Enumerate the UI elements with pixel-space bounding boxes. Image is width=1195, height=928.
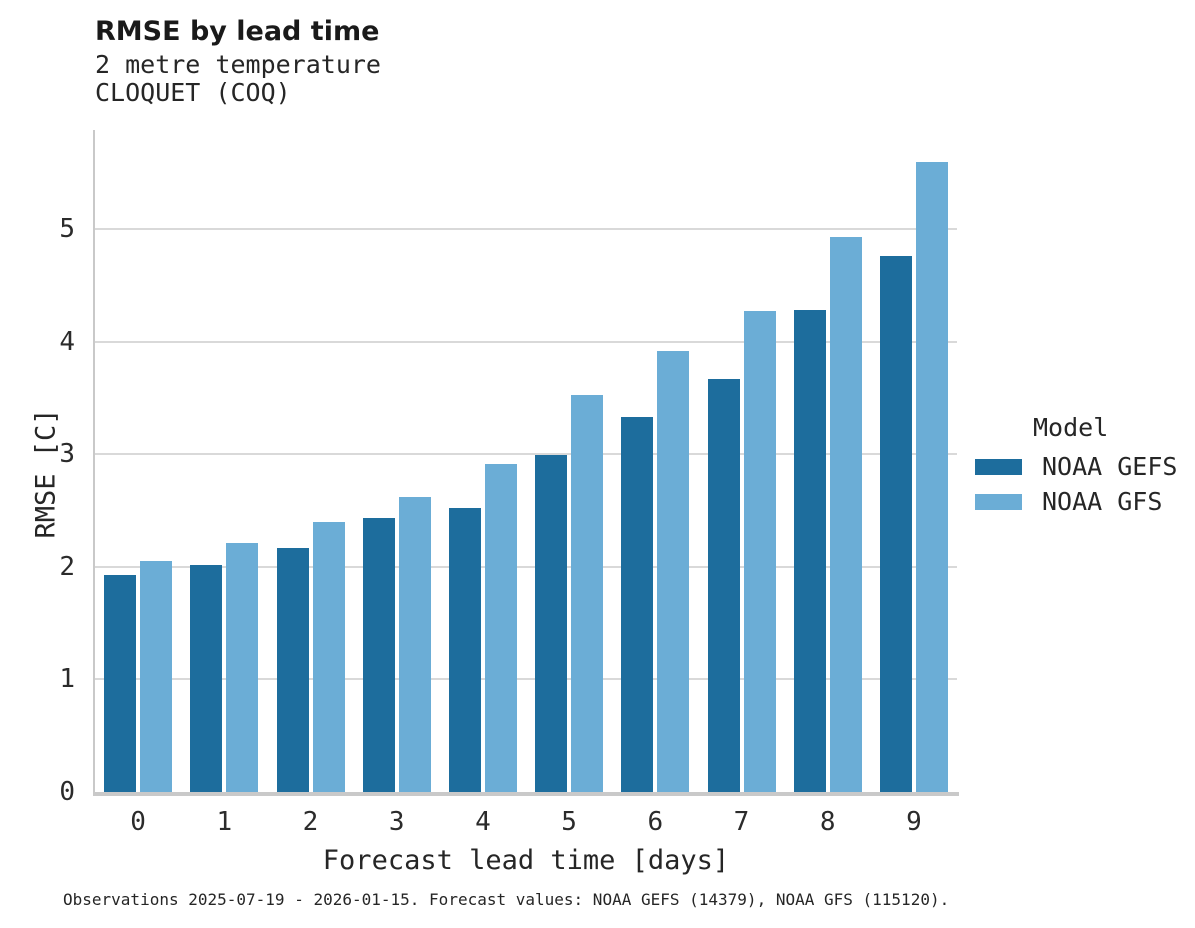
x-tick-label-7: 7 (733, 807, 750, 837)
footer-observations-note: Observations 2025-07-19 - 2026-01-15. Fo… (63, 890, 950, 909)
x-tick-label-2: 2 (302, 807, 319, 837)
legend-title: Model (1033, 413, 1109, 442)
x-tick-label-9: 9 (906, 807, 922, 837)
bar-gfs-lead0 (140, 561, 173, 792)
bar-gefs-lead8 (793, 310, 826, 792)
bar-gfs-lead1 (226, 543, 259, 792)
legend-item-gefs: NOAA GEFS (975, 452, 1177, 481)
y-tick-label-4: 4 (59, 327, 75, 357)
x-tick-label-1: 1 (216, 807, 233, 837)
bar-gefs-lead1 (190, 564, 223, 792)
y-tick-label-2: 2 (59, 552, 75, 582)
gefs-color-swatch (975, 458, 1022, 475)
bar-gefs-lead3 (362, 518, 395, 792)
x-tick-label-5: 5 (561, 807, 577, 837)
bar-gfs-lead5 (571, 394, 604, 792)
bar-gfs-lead8 (829, 237, 862, 792)
x-tick-label-0: 0 (130, 807, 146, 837)
bar-gefs-lead9 (879, 256, 912, 792)
y-tick-label-3: 3 (59, 439, 75, 469)
bar-gfs-lead7 (743, 311, 776, 792)
bar-gfs-lead3 (398, 497, 431, 792)
x-axis-baseline (93, 792, 959, 796)
legend-label-gefs: NOAA GEFS (1042, 452, 1178, 481)
bar-gefs-lead4 (448, 508, 481, 792)
gridline-y-3 (95, 453, 957, 455)
bar-gefs-lead6 (621, 417, 654, 792)
bar-gfs-lead2 (312, 521, 345, 792)
bar-gefs-lead7 (707, 378, 740, 792)
chart-subtitle-variable: 2 metre temperature (95, 50, 381, 79)
bar-gefs-lead0 (104, 574, 137, 792)
y-tick-label-1: 1 (59, 664, 75, 694)
bar-gefs-lead5 (535, 455, 568, 792)
chart-subtitle-station: CLOQUET (COQ) (95, 78, 291, 107)
bar-gfs-lead6 (657, 350, 690, 792)
x-tick-label-3: 3 (388, 807, 405, 837)
chart-title: RMSE by lead time (95, 16, 380, 47)
x-tick-label-4: 4 (475, 807, 491, 837)
gridline-y-5 (95, 228, 957, 230)
gfs-color-swatch (975, 493, 1022, 510)
legend-item-gfs: NOAA GFS (975, 487, 1162, 516)
y-tick-label-5: 5 (59, 214, 75, 244)
bar-gfs-lead4 (484, 464, 517, 792)
gridline-y-1 (95, 678, 957, 680)
legend-label-gfs: NOAA GFS (1042, 487, 1163, 516)
gridline-y-2 (95, 566, 957, 568)
x-tick-label-6: 6 (647, 807, 664, 837)
x-axis-title: Forecast lead time [days] (322, 845, 730, 876)
gridline-y-4 (95, 341, 957, 343)
bar-gefs-lead2 (276, 547, 309, 792)
bar-gfs-lead9 (915, 161, 948, 792)
y-tick-label-0: 0 (59, 777, 75, 807)
y-axis-spine (93, 130, 95, 792)
x-tick-label-8: 8 (819, 807, 836, 837)
